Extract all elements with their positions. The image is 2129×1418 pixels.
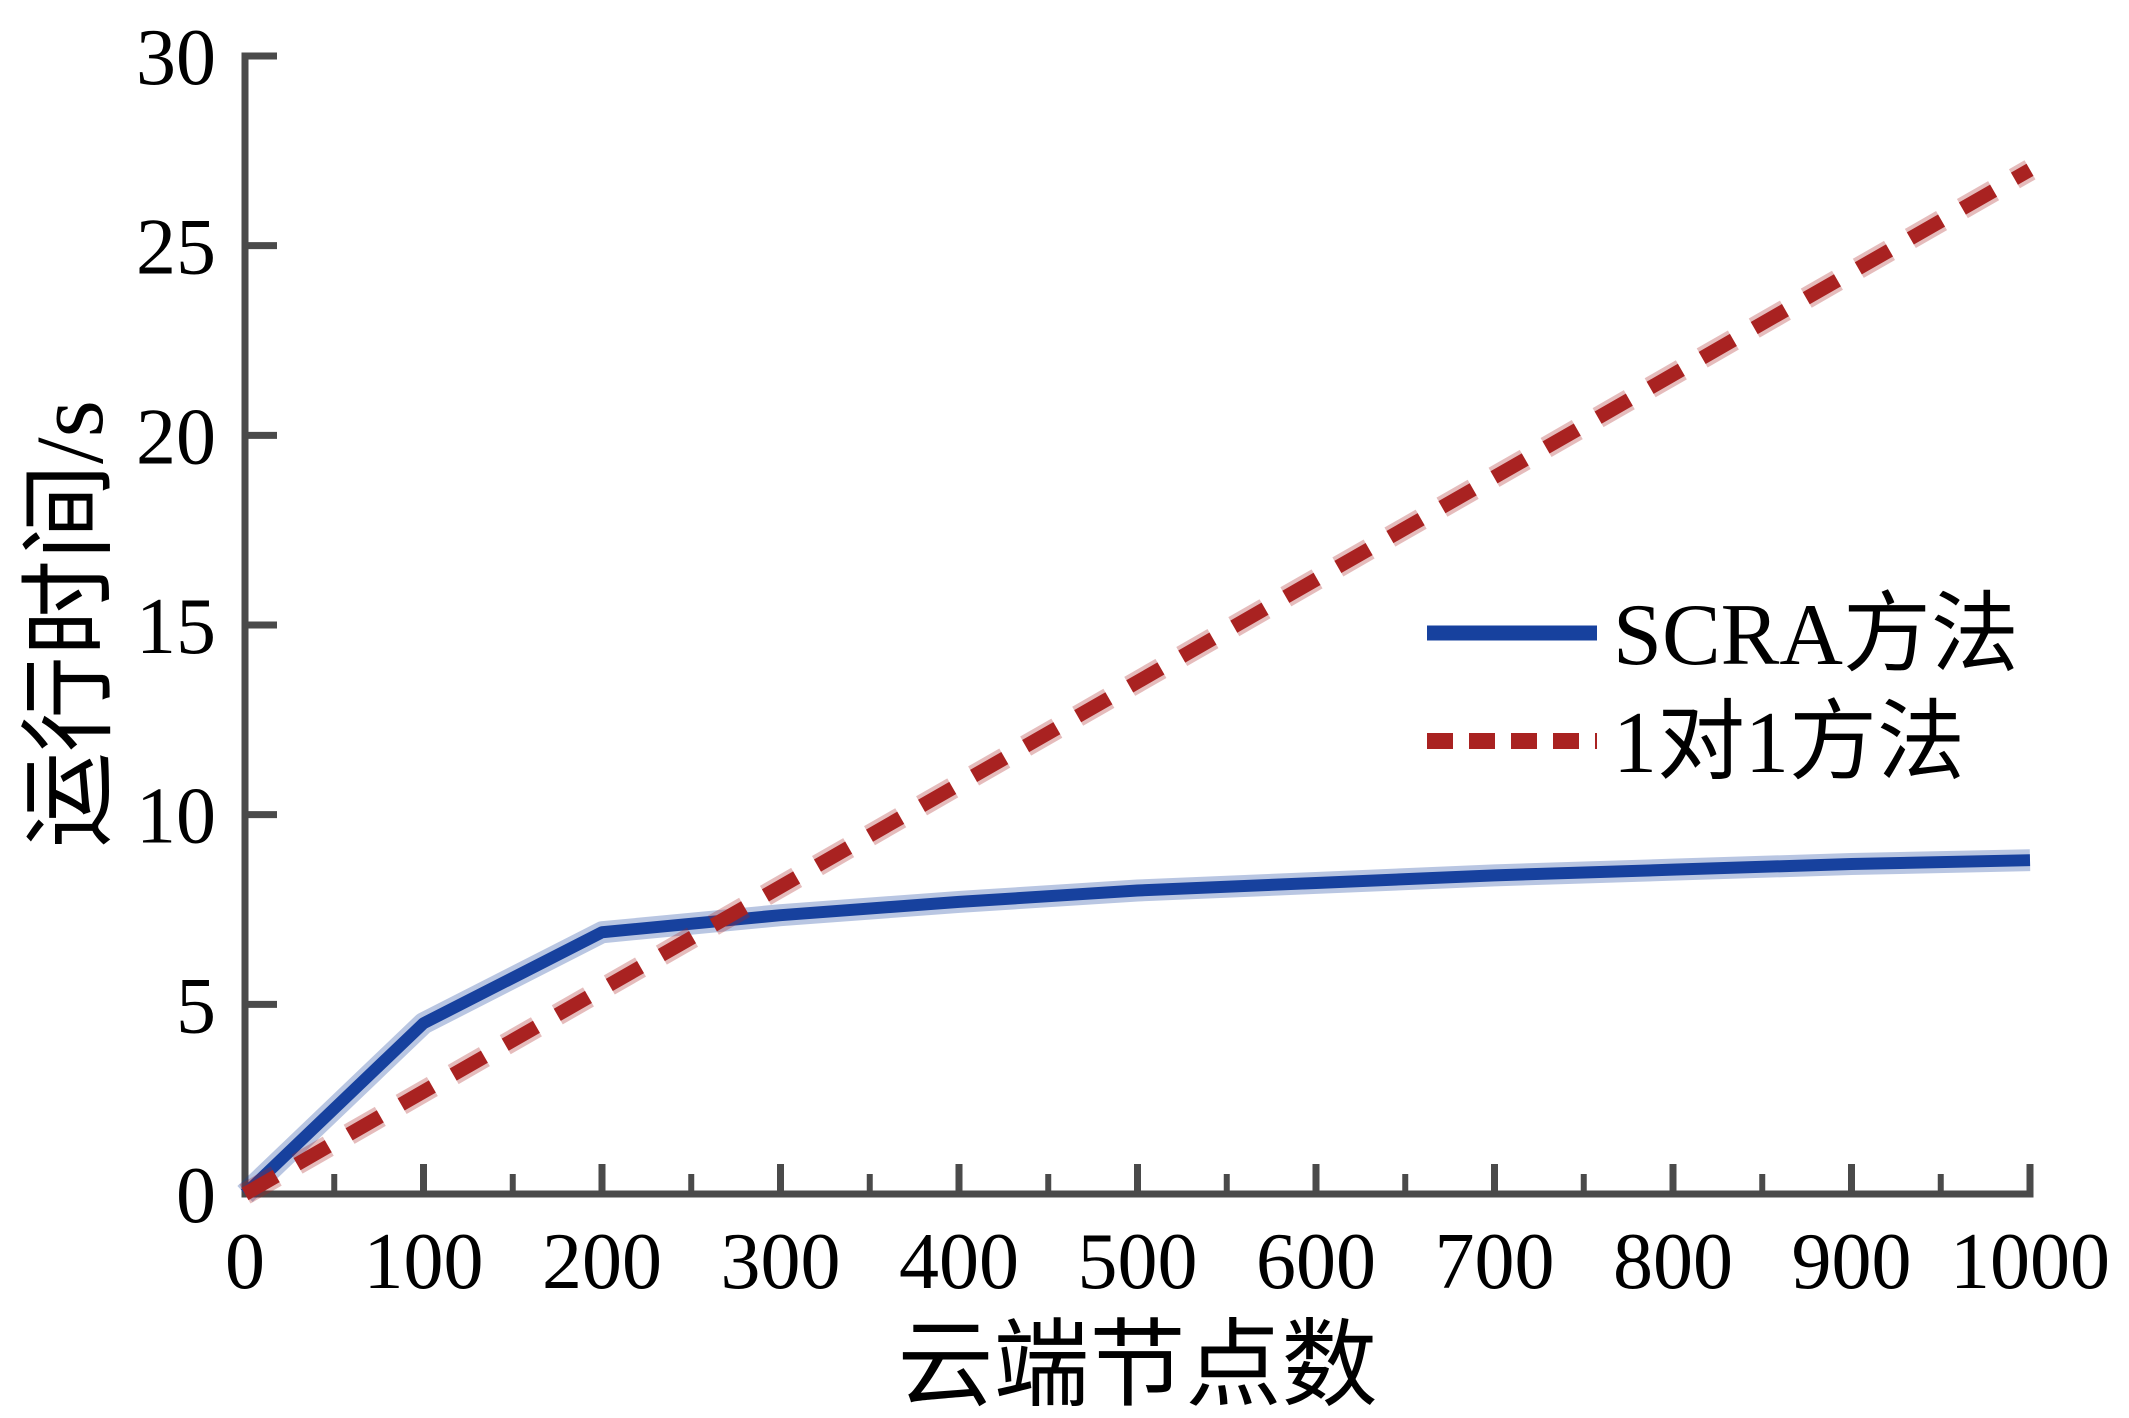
y-tick-label: 30 [136, 14, 216, 102]
series-halo-0 [237, 849, 2031, 1202]
x-tick-label: 600 [1256, 1218, 1376, 1306]
x-axis-title: 云端节点数 [898, 1312, 1378, 1418]
scra-line [240, 854, 2031, 1199]
legend-one-to-one-label: 1对1方法 [1613, 695, 1965, 792]
x-tick-label: 800 [1613, 1218, 1733, 1306]
x-tick-label: 300 [721, 1218, 841, 1306]
y-tick-label: 5 [176, 962, 216, 1050]
legend-scra-label: SCRA方法 [1613, 587, 2019, 684]
legend: SCRA方法 1对1方法 [1427, 587, 2019, 792]
y-tick-label: 10 [136, 773, 216, 861]
x-tick-label: 500 [1078, 1218, 1198, 1306]
x-tick-label: 200 [542, 1218, 662, 1306]
x-tick-label: 400 [899, 1218, 1019, 1306]
y-tick-label: 15 [136, 583, 216, 671]
x-tick-label: 900 [1792, 1218, 1912, 1306]
x-tick-label: 1000 [1950, 1218, 2110, 1306]
y-tick-label: 20 [136, 393, 216, 481]
x-tick-label: 700 [1435, 1218, 1555, 1306]
y-axis-title: 运行时间/s [16, 400, 123, 848]
one-to-one-line [241, 163, 2034, 1201]
y-tick-label: 25 [136, 204, 216, 292]
x-tick-label: 0 [225, 1218, 265, 1306]
x-tick-label: 100 [364, 1218, 484, 1306]
y-tick-label: 0 [176, 1152, 216, 1240]
